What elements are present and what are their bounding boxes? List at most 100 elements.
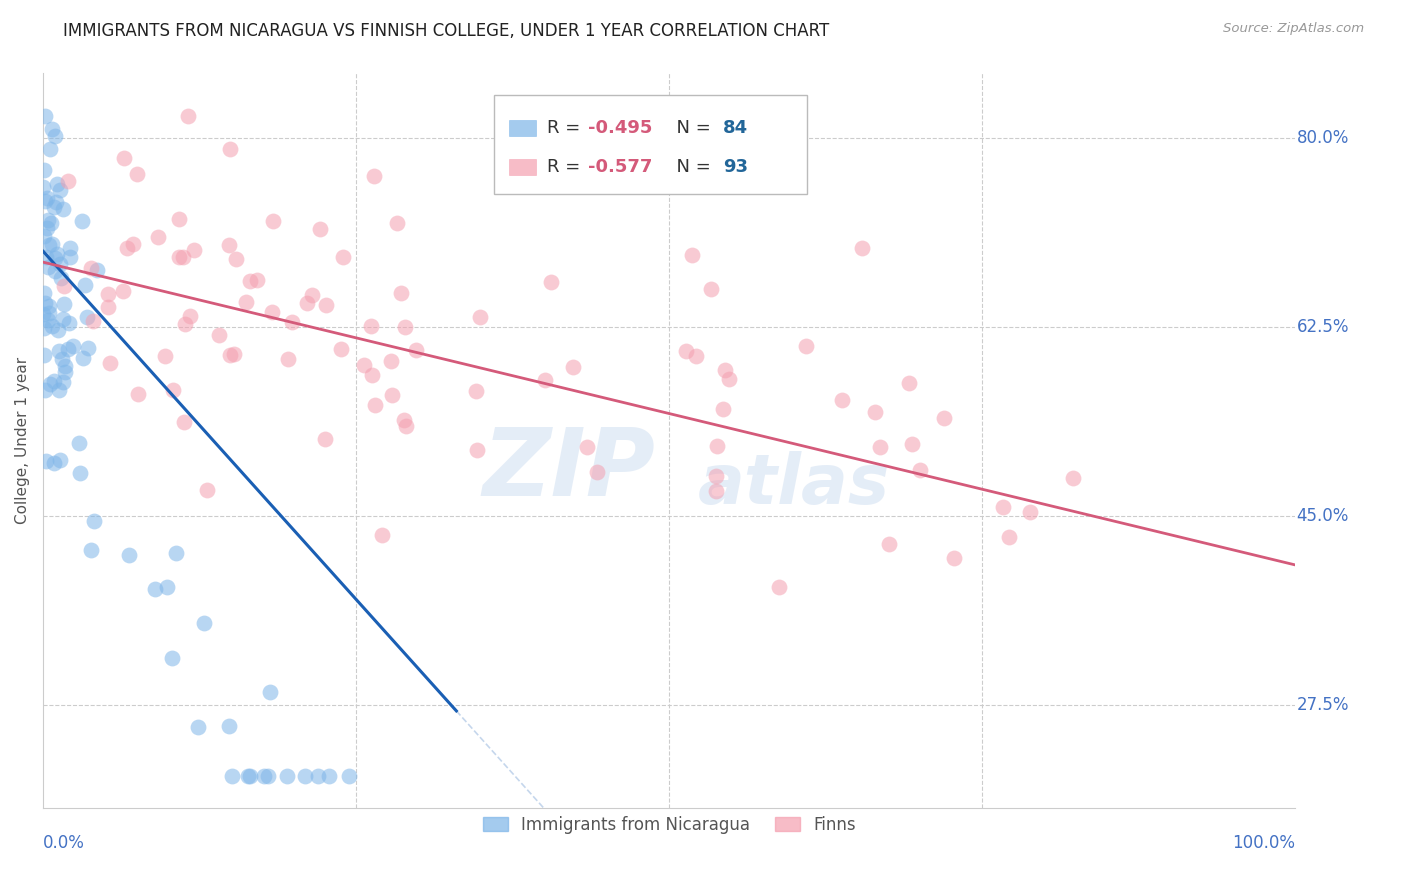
Point	[46, 323, 69, 337]
Point	[49, 257, 72, 271]
Point	[32, 179, 55, 194]
FancyBboxPatch shape	[509, 159, 537, 175]
Point	[294, 769, 316, 783]
Point	[97, 300, 120, 314]
Point	[314, 432, 336, 446]
Point	[72, 351, 94, 365]
Point	[851, 241, 873, 255]
Point	[56, 342, 79, 356]
Point	[405, 343, 427, 357]
FancyBboxPatch shape	[494, 95, 807, 194]
Point	[281, 315, 304, 329]
Point	[332, 251, 354, 265]
Text: IMMIGRANTS FROM NICARAGUA VS FINNISH COLLEGE, UNDER 1 YEAR CORRELATION CHART: IMMIGRANTS FROM NICARAGUA VS FINNISH COL…	[63, 22, 830, 40]
Point	[69, 466, 91, 480]
Point	[73, 277, 96, 292]
Point	[218, 238, 240, 252]
Point	[49, 183, 72, 197]
Point	[387, 216, 409, 230]
Point	[364, 398, 387, 412]
Point	[45, 195, 67, 210]
Point	[34, 286, 56, 301]
Point	[353, 358, 375, 372]
Legend: Immigrants from Nicaragua, Finns: Immigrants from Nicaragua, Finns	[475, 809, 862, 840]
Point	[318, 769, 340, 783]
Point	[156, 580, 179, 594]
Point	[35, 191, 58, 205]
Point	[41, 121, 63, 136]
Point	[169, 211, 191, 226]
Point	[576, 440, 599, 454]
Point	[222, 346, 245, 360]
Point	[96, 286, 118, 301]
Point	[718, 372, 741, 386]
Point	[52, 375, 75, 389]
Point	[45, 247, 67, 261]
Point	[276, 769, 298, 783]
Point	[58, 174, 80, 188]
Point	[35, 221, 58, 235]
Point	[51, 202, 73, 217]
Text: -0.577: -0.577	[588, 158, 652, 176]
Point	[49, 452, 72, 467]
Point	[38, 238, 60, 252]
Point	[41, 319, 63, 334]
Point	[58, 316, 80, 330]
Point	[768, 580, 790, 594]
Point	[380, 354, 402, 368]
Point	[34, 194, 56, 208]
Point	[381, 388, 404, 402]
Point	[540, 275, 562, 289]
Point	[685, 349, 707, 363]
Point	[395, 419, 418, 434]
Point	[37, 260, 59, 274]
Point	[32, 348, 55, 362]
Point	[704, 469, 727, 483]
Point	[183, 244, 205, 258]
Point	[330, 342, 353, 356]
Point	[467, 442, 489, 457]
Point	[235, 294, 257, 309]
Point	[143, 582, 166, 596]
Point	[877, 537, 900, 551]
Point	[52, 297, 75, 311]
Point	[172, 250, 194, 264]
Point	[51, 351, 73, 366]
Text: 93: 93	[723, 158, 748, 176]
Point	[48, 343, 70, 358]
Point	[41, 237, 63, 252]
Point	[363, 169, 385, 183]
Point	[681, 247, 703, 261]
Point	[82, 314, 104, 328]
Point	[111, 284, 134, 298]
Point	[794, 339, 817, 353]
Text: 27.5%: 27.5%	[1296, 697, 1348, 714]
Text: -0.495: -0.495	[588, 120, 652, 137]
Point	[42, 200, 65, 214]
Point	[831, 393, 853, 408]
Point	[257, 769, 280, 783]
Point	[80, 543, 103, 558]
Point	[32, 228, 55, 243]
Text: 84: 84	[723, 120, 748, 137]
Point	[37, 213, 59, 227]
Point	[77, 341, 100, 355]
Point	[711, 402, 734, 417]
Point	[470, 310, 492, 325]
Point	[239, 769, 262, 783]
Point	[932, 411, 955, 425]
Point	[80, 260, 103, 275]
Text: R =: R =	[547, 158, 585, 176]
Point	[58, 250, 80, 264]
Point	[48, 384, 70, 398]
Point	[39, 142, 62, 156]
Point	[236, 769, 259, 783]
Point	[392, 413, 415, 427]
Point	[394, 320, 416, 334]
Point	[35, 454, 58, 468]
Point	[218, 348, 240, 362]
Point	[83, 514, 105, 528]
Text: 80.0%: 80.0%	[1296, 128, 1348, 147]
Point	[315, 297, 337, 311]
Text: N =: N =	[665, 158, 717, 176]
